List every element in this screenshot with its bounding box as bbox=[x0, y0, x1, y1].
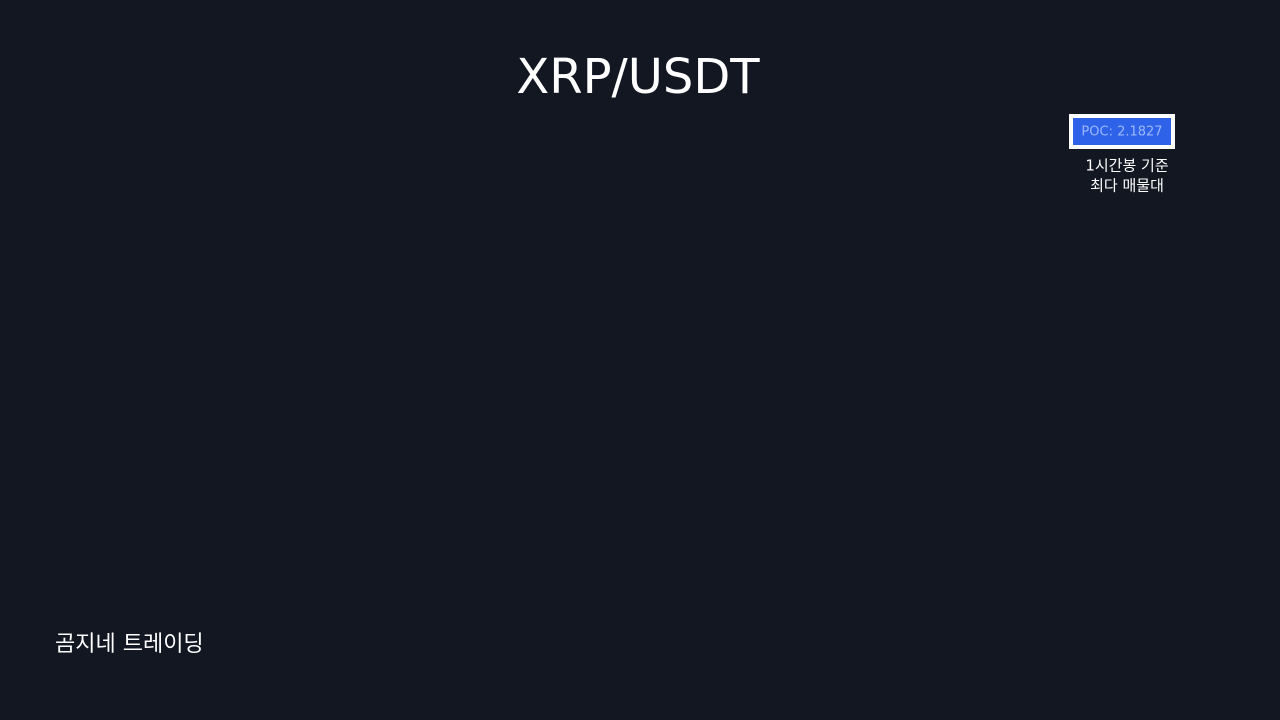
note-line: 최다 매물대 bbox=[1090, 177, 1164, 195]
note-line: 1시간봉 기준 bbox=[1085, 157, 1169, 175]
poc-label: POC: 2.1827 bbox=[1081, 125, 1162, 140]
watermark: 곰지네 트레이딩 bbox=[55, 632, 204, 657]
poc-box bbox=[1069, 114, 1175, 149]
chart-title: XRP/USDT bbox=[516, 49, 760, 105]
